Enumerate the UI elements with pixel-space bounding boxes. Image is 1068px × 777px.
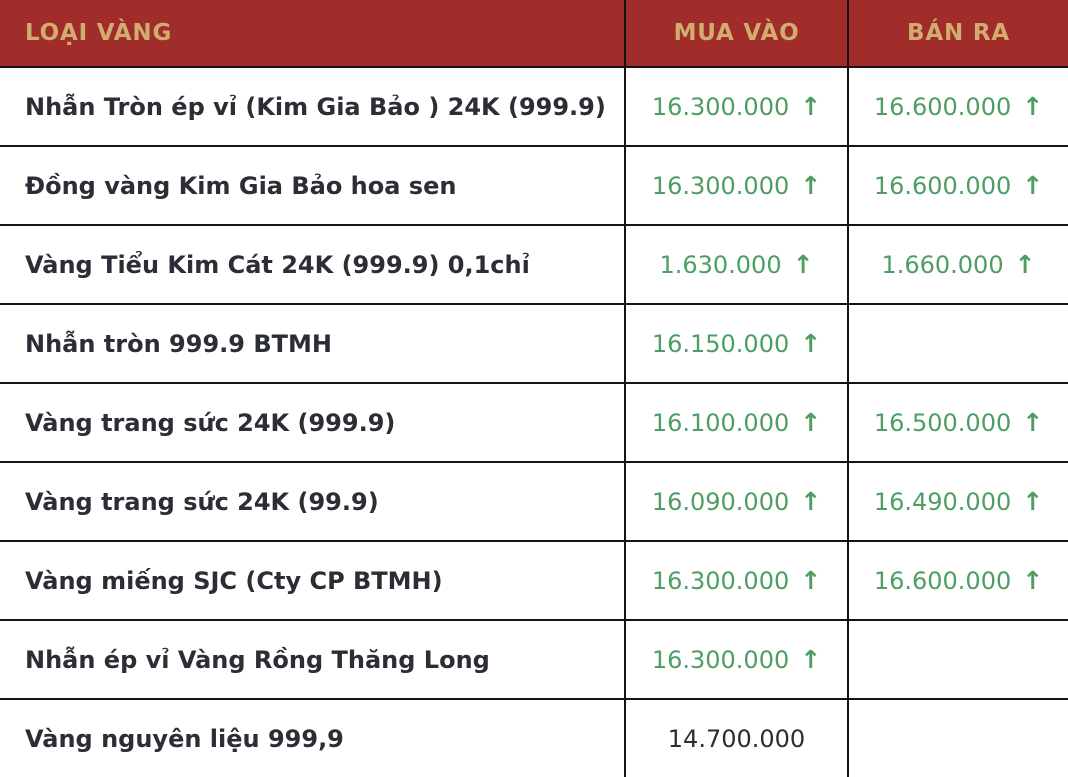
buy-price-value: 16.300.000 <box>651 93 790 121</box>
table-row: Vàng trang sức 24K (999.9) 16.100.000 ↑ 1… <box>0 382 1068 462</box>
column-header-sell: BÁN RA <box>847 0 1068 67</box>
buy-price-value: 16.150.000 <box>651 330 790 358</box>
sell-price-value: 1.660.000 <box>881 251 1004 279</box>
table-header-row: LOẠI VÀNG MUA VÀO BÁN RA <box>0 0 1068 67</box>
sell-price-cell: 16.600.000 ↑ <box>847 540 1068 620</box>
up-arrow-icon: ↑ <box>1022 566 1044 595</box>
buy-price-cell: 14.700.000 <box>624 698 848 777</box>
table-row: Đồng vàng Kim Gia Bảo hoa sen 16.300.000… <box>0 145 1068 225</box>
buy-price-value: 1.630.000 <box>659 251 782 279</box>
table-row: Vàng trang sức 24K (99.9) 16.090.000 ↑ 16… <box>0 461 1068 541</box>
gold-type-cell: Vàng nguyên liệu 999,9 <box>0 698 625 777</box>
buy-price-cell: 16.090.000 ↑ <box>624 461 848 541</box>
up-arrow-icon: ↑ <box>800 171 822 200</box>
gold-type-cell: Vàng trang sức 24K (99.9) <box>0 461 625 541</box>
buy-price-value: 16.300.000 <box>651 172 790 200</box>
sell-price-value: 16.490.000 <box>873 488 1012 516</box>
up-arrow-icon: ↑ <box>1022 171 1044 200</box>
buy-price-cell: 16.100.000 ↑ <box>624 382 848 462</box>
up-arrow-icon: ↑ <box>1022 92 1044 121</box>
up-arrow-icon: ↑ <box>800 329 822 358</box>
sell-price-cell: 16.600.000 ↑ <box>847 145 1068 225</box>
buy-price-value: 16.100.000 <box>651 409 790 437</box>
sell-price-cell <box>847 619 1068 699</box>
column-header-gold-type: LOẠI VÀNG <box>0 0 625 67</box>
sell-price-cell <box>847 698 1068 777</box>
up-arrow-icon: ↑ <box>1022 487 1044 516</box>
table-row: Nhẫn tròn 999.9 BTMH 16.150.000 ↑ <box>0 303 1068 383</box>
buy-price-cell: 1.630.000 ↑ <box>624 224 848 304</box>
table-row: Nhẫn Tròn ép vỉ (Kim Gia Bảo ) 24K (999.… <box>0 66 1068 146</box>
sell-price-cell <box>847 303 1068 383</box>
up-arrow-icon: ↑ <box>792 250 814 279</box>
gold-type-cell: Vàng miếng SJC (Cty CP BTMH) <box>0 540 625 620</box>
sell-price-value: 16.500.000 <box>873 409 1012 437</box>
table-row: Vàng miếng SJC (Cty CP BTMH) 16.300.000 ↑… <box>0 540 1068 620</box>
up-arrow-icon: ↑ <box>800 566 822 595</box>
up-arrow-icon: ↑ <box>1022 408 1044 437</box>
buy-price-value: 16.300.000 <box>651 646 790 674</box>
up-arrow-icon: ↑ <box>1014 250 1036 279</box>
buy-price-cell: 16.300.000 ↑ <box>624 145 848 225</box>
up-arrow-icon: ↑ <box>800 408 822 437</box>
sell-price-value: 16.600.000 <box>873 567 1012 595</box>
buy-price-value: 16.090.000 <box>651 488 790 516</box>
table-row: Vàng Tiểu Kim Cát 24K (999.9) 0,1chỉ 1.6… <box>0 224 1068 304</box>
up-arrow-icon: ↑ <box>800 92 822 121</box>
buy-price-value: 16.300.000 <box>651 567 790 595</box>
gold-type-cell: Nhẫn tròn 999.9 BTMH <box>0 303 625 383</box>
buy-price-cell: 16.300.000 ↑ <box>624 619 848 699</box>
sell-price-cell: 16.600.000 ↑ <box>847 66 1068 146</box>
gold-type-cell: Đồng vàng Kim Gia Bảo hoa sen <box>0 145 625 225</box>
up-arrow-icon: ↑ <box>800 487 822 516</box>
buy-price-value: 14.700.000 <box>667 725 806 753</box>
gold-type-cell: Nhẫn Tròn ép vỉ (Kim Gia Bảo ) 24K (999.… <box>0 66 625 146</box>
table-row: Vàng nguyên liệu 999,9 14.700.000 <box>0 698 1068 777</box>
sell-price-value: 16.600.000 <box>873 172 1012 200</box>
sell-price-cell: 16.490.000 ↑ <box>847 461 1068 541</box>
buy-price-cell: 16.300.000 ↑ <box>624 66 848 146</box>
table-row: Nhẫn ép vỉ Vàng Rồng Thăng Long 16.300.0… <box>0 619 1068 699</box>
buy-price-cell: 16.150.000 ↑ <box>624 303 848 383</box>
gold-type-cell: Nhẫn ép vỉ Vàng Rồng Thăng Long <box>0 619 625 699</box>
gold-type-cell: Vàng Tiểu Kim Cát 24K (999.9) 0,1chỉ <box>0 224 625 304</box>
gold-type-cell: Vàng trang sức 24K (999.9) <box>0 382 625 462</box>
sell-price-value: 16.600.000 <box>873 93 1012 121</box>
column-header-buy: MUA VÀO <box>624 0 848 67</box>
sell-price-cell: 1.660.000 ↑ <box>847 224 1068 304</box>
buy-price-cell: 16.300.000 ↑ <box>624 540 848 620</box>
sell-price-cell: 16.500.000 ↑ <box>847 382 1068 462</box>
up-arrow-icon: ↑ <box>800 645 822 674</box>
